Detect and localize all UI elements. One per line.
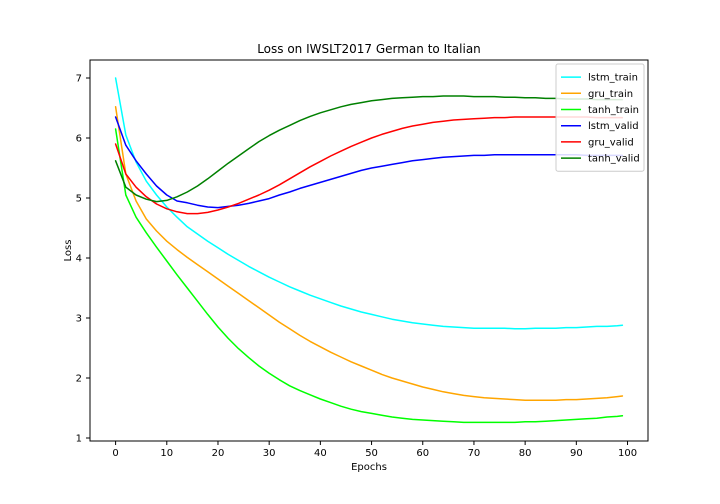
legend-label: gru_train (588, 89, 633, 100)
plot-area: 0 10 20 30 40 50 60 70 80 90 100 1 2 3 4 5 6 7 (76, 59, 649, 459)
series-line-gru-train (114, 106, 624, 401)
legend-box (555, 63, 645, 172)
legend-label: gru_valid (588, 137, 634, 148)
legend-label: lstm_train (588, 73, 638, 84)
x-tick-label: 10 (160, 448, 173, 459)
legend-label: tanh_valid (588, 154, 640, 165)
y-tick-label: 5 (76, 194, 82, 205)
series-line-lstm-valid (114, 116, 624, 209)
y-axis-ticks: 1 2 3 4 5 6 7 (76, 74, 90, 445)
legend-label: lstm_valid (588, 121, 639, 132)
series-line-tanh-train (114, 128, 624, 424)
x-tick-label: 40 (314, 448, 327, 459)
series-line-tanh-valid (114, 95, 624, 203)
series-line-lstm-train (114, 77, 624, 330)
x-tick-label: 20 (212, 448, 225, 459)
x-tick-label: 70 (468, 448, 481, 459)
x-tick-label: 80 (519, 448, 532, 459)
x-tick-label: 30 (263, 448, 276, 459)
x-axis-ticks: 0 10 20 30 40 50 60 70 80 90 100 (112, 441, 637, 459)
y-tick-label: 3 (76, 314, 82, 325)
y-axis-label: Loss (63, 240, 74, 262)
chart-title: Loss on IWSLT2017 German to Italian (257, 42, 481, 56)
x-tick-label: 0 (112, 448, 118, 459)
legend: lstm_train gru_train tanh_train lstm_validg… (555, 63, 645, 172)
y-tick-label: 7 (76, 74, 82, 85)
y-tick-label: 4 (76, 254, 82, 265)
x-tick-label: 60 (416, 448, 429, 459)
x-axis-label: Epochs (351, 462, 387, 473)
x-tick-label: 90 (570, 448, 583, 459)
series-line-gru-valid (114, 116, 624, 215)
x-tick-label: 100 (618, 448, 637, 459)
x-tick-label: 50 (365, 448, 378, 459)
series-group (114, 77, 624, 424)
y-tick-label: 6 (76, 134, 82, 145)
legend-label: tanh_train (588, 105, 639, 116)
y-tick-label: 1 (76, 434, 82, 445)
axes-frame (89, 59, 649, 442)
y-tick-label: 2 (76, 374, 82, 385)
